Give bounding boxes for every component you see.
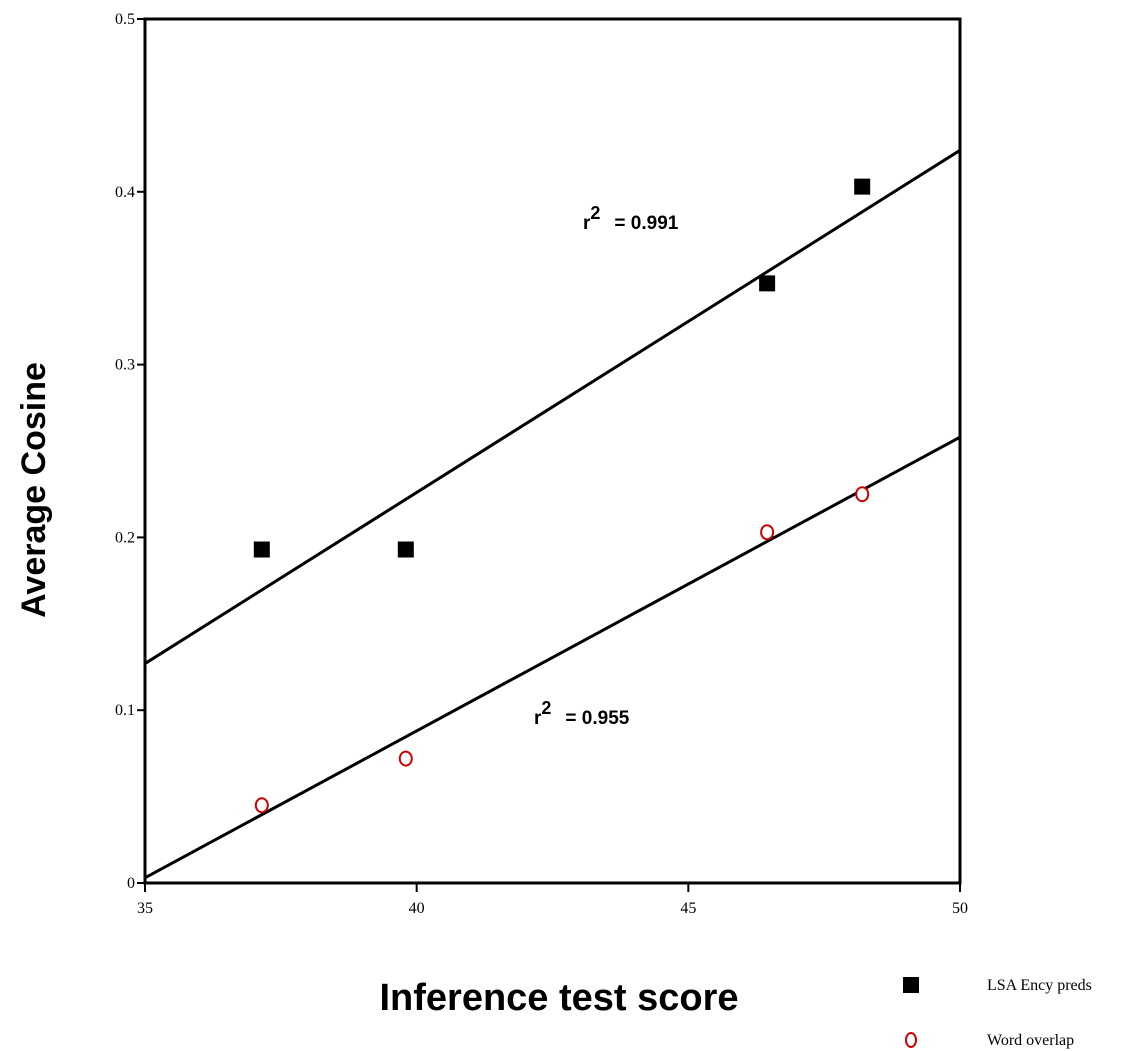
- y-axis-title: Average Cosine: [15, 362, 53, 618]
- data-point-circle: [398, 750, 413, 767]
- x-tick-label: 50: [952, 900, 968, 917]
- fit-lines: [144, 149, 961, 880]
- x-axis-title: Inference test score: [379, 977, 738, 1019]
- x-tick-label: 45: [680, 900, 696, 917]
- x-tick-label: 40: [409, 900, 425, 917]
- legend: LSA Ency preds Word overlap: [903, 977, 1092, 1049]
- legend-marker-square: [903, 977, 919, 993]
- plot-area-frame: [143, 17, 962, 885]
- y-tick-label: 0.3: [115, 357, 135, 374]
- data-points: [253, 178, 871, 814]
- legend-label: LSA Ency preds: [987, 977, 1092, 994]
- y-tick-label: 0.4: [115, 184, 135, 201]
- data-point-square: [397, 541, 414, 558]
- r-squared-annotations: r2 = 0.991 r2 = 0.955: [534, 203, 679, 729]
- r-squared-label: r2 = 0.955: [534, 698, 630, 729]
- fit-line: [144, 149, 961, 665]
- x-tick-label: 35: [137, 900, 153, 917]
- x-axis: 35 40 45 50: [137, 883, 968, 917]
- y-tick-label: 0.1: [115, 702, 135, 719]
- y-tick-label: 0.2: [115, 529, 135, 546]
- data-point-square: [759, 275, 776, 292]
- legend-marker-circle: [905, 1032, 917, 1048]
- data-point-square: [854, 178, 871, 195]
- y-tick-label: 0: [127, 875, 135, 892]
- data-point-circle: [254, 797, 269, 814]
- r-squared-label: r2 = 0.991: [583, 203, 679, 234]
- y-axis: 0 0.1 0.2 0.3 0.4 0.5: [115, 11, 145, 892]
- data-point-circle: [855, 486, 870, 503]
- data-point-circle: [760, 524, 775, 541]
- data-point-square: [253, 541, 270, 558]
- fit-line: [144, 435, 961, 880]
- y-tick-label: 0.5: [115, 11, 135, 28]
- legend-label: Word overlap: [987, 1032, 1074, 1049]
